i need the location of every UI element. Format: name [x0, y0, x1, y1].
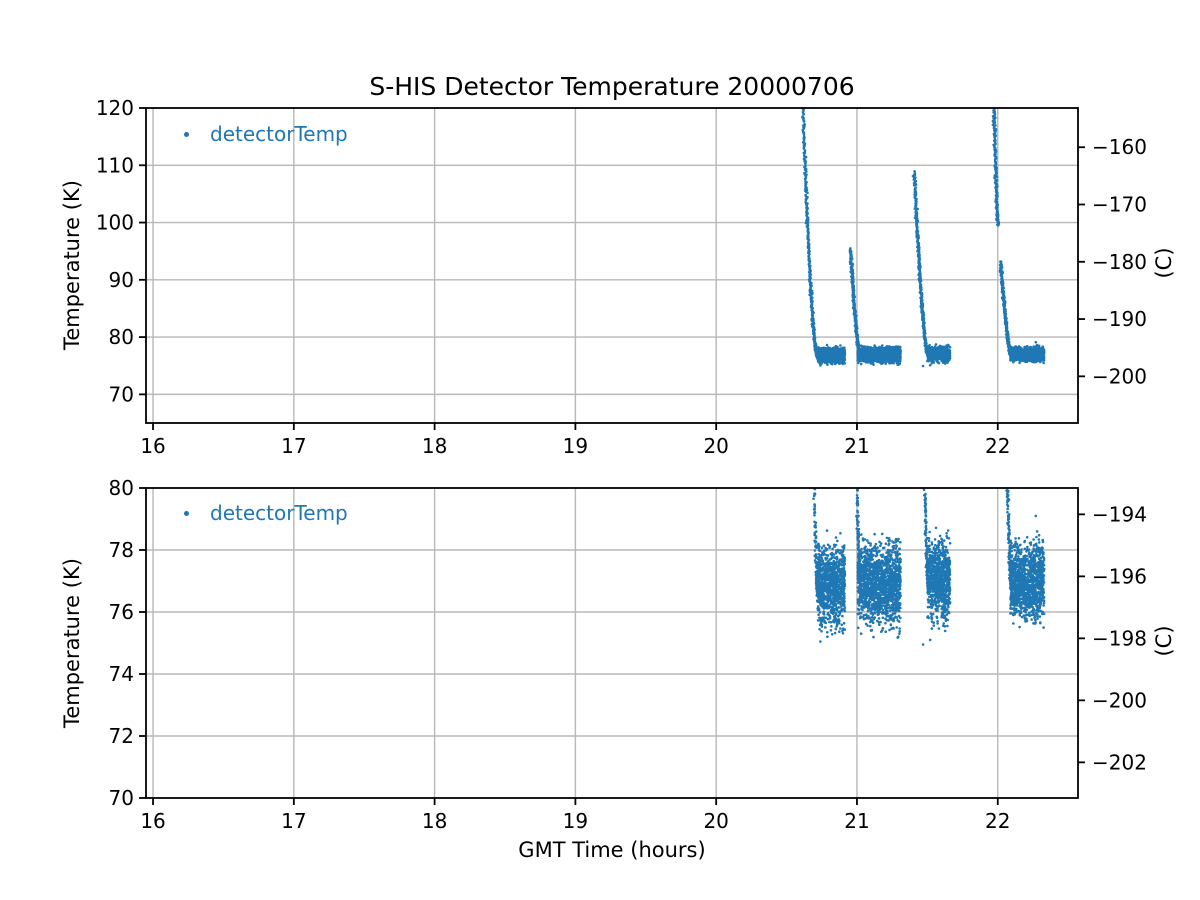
legend-top: detectorTemp: [181, 122, 348, 146]
legend-label-bottom: detectorTemp: [210, 501, 348, 525]
x-tick-label: 20: [703, 434, 728, 458]
scatter-points: [801, 108, 1046, 368]
x-tick-label: 16: [140, 809, 165, 833]
x-tick-label: 18: [422, 809, 447, 833]
right-tick-label: −200: [1092, 364, 1147, 388]
legend-marker-icon: [184, 510, 189, 516]
right-tick-label: −194: [1092, 502, 1147, 526]
y-tick-label: 70: [109, 786, 134, 810]
legend-bottom: detectorTemp: [181, 501, 348, 525]
right-tick-label: −180: [1092, 250, 1147, 274]
right-tick-label: −170: [1092, 193, 1147, 217]
y-tick-label: 80: [109, 476, 134, 500]
y-tick-label: 72: [109, 724, 134, 748]
plot-bottom: 16 17 18 19 20 21 22 70 72 74 76 78 80 −194 −196 −198 −2…: [109, 476, 1147, 833]
y-tick-label: 76: [109, 600, 134, 624]
legend-marker-icon: [184, 131, 189, 137]
y-tick-label: 80: [109, 325, 134, 349]
y-tick-label: 100: [96, 211, 134, 235]
x-tick-label: 19: [563, 434, 588, 458]
right-axis-label-bottom: (C): [1152, 625, 1176, 657]
axes-spines: [145, 487, 1079, 799]
y-axis-label-bottom: Temperature (K): [60, 558, 84, 728]
right-tick-label: −196: [1092, 564, 1147, 588]
y-tick-label: 70: [109, 382, 134, 406]
axes-spines: [145, 107, 1079, 424]
y-tick-label: 78: [109, 538, 134, 562]
x-tick-label: 21: [844, 434, 869, 458]
x-tick-label: 19: [563, 809, 588, 833]
x-tick-label: 18: [422, 434, 447, 458]
chart-title: S-HIS Detector Temperature 20000706: [369, 72, 855, 101]
right-axis-label-top: (C): [1152, 247, 1176, 279]
x-tick-label: 17: [281, 434, 306, 458]
y-tick-label: 74: [109, 662, 134, 686]
right-tick-label: −202: [1092, 750, 1147, 774]
x-tick-label: 17: [281, 809, 306, 833]
right-tick-label: −198: [1092, 626, 1147, 650]
y-tick-label: 110: [96, 153, 134, 177]
x-tick-label: 20: [703, 809, 728, 833]
x-tick-label: 16: [140, 434, 165, 458]
y-axis-label-top: Temperature (K): [60, 180, 84, 350]
right-tick-label: −160: [1092, 135, 1147, 159]
legend-label-top: detectorTemp: [210, 122, 348, 146]
y-tick-label: 90: [109, 268, 134, 292]
right-tick-label: −190: [1092, 307, 1147, 331]
x-tick-label: 22: [985, 809, 1010, 833]
right-tick-label: −200: [1092, 688, 1147, 712]
plot-top: 16 17 18 19 20 21 22 70 80 90 100 110 120 −160 −170 −18…: [96, 96, 1147, 458]
x-tick-label: 22: [985, 434, 1010, 458]
scatter-points: [812, 488, 1046, 646]
x-axis-label: GMT Time (hours): [518, 838, 706, 862]
x-tick-label: 21: [844, 809, 869, 833]
y-tick-label: 120: [96, 96, 134, 120]
